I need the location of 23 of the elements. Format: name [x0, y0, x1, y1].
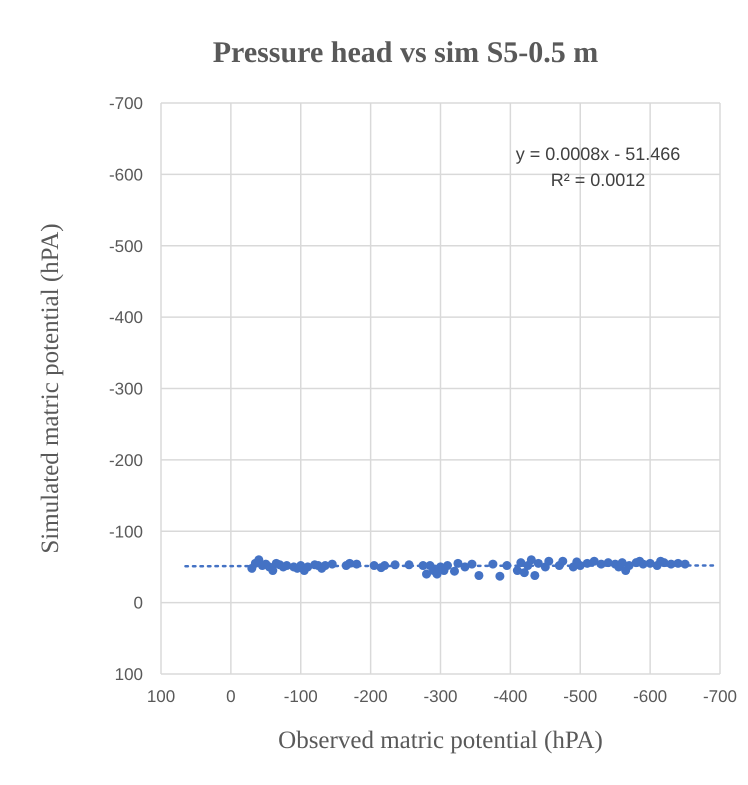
y-tick-label: -500	[108, 236, 143, 256]
x-axis-title: Observed matric potential (hPA)	[278, 727, 603, 754]
y-tick-label: -600	[108, 165, 143, 184]
y-tick-label: -400	[108, 308, 143, 328]
y-tick-label: -100	[108, 522, 143, 542]
y-tick-label: 100	[114, 665, 143, 684]
annotation: y = 0.0008x - 51.466	[514, 144, 682, 165]
y-tick-label: 0	[134, 594, 143, 613]
y-tick-label: -300	[108, 380, 143, 399]
x-tick-label: -500	[563, 687, 598, 706]
x-tick-label: -300	[423, 687, 458, 706]
x-tick-label: -700	[702, 687, 738, 706]
x-tick-label: 0	[226, 687, 236, 706]
y-axis-title: Simulated matric potential (hPA)	[36, 223, 64, 554]
x-tick-label: -400	[493, 687, 528, 706]
y-tick-label: -700	[108, 94, 143, 114]
annotation: R² = 0.0012	[550, 170, 646, 191]
y-tick-label: -200	[108, 450, 143, 470]
chart-title: Pressure head vs sim S5-0.5 m	[212, 36, 600, 70]
x-tick-label: -200	[354, 687, 388, 706]
x-tick-label: -100	[284, 687, 318, 706]
x-tick-label: 100	[146, 687, 176, 706]
x-tick-label: -600	[633, 687, 668, 706]
